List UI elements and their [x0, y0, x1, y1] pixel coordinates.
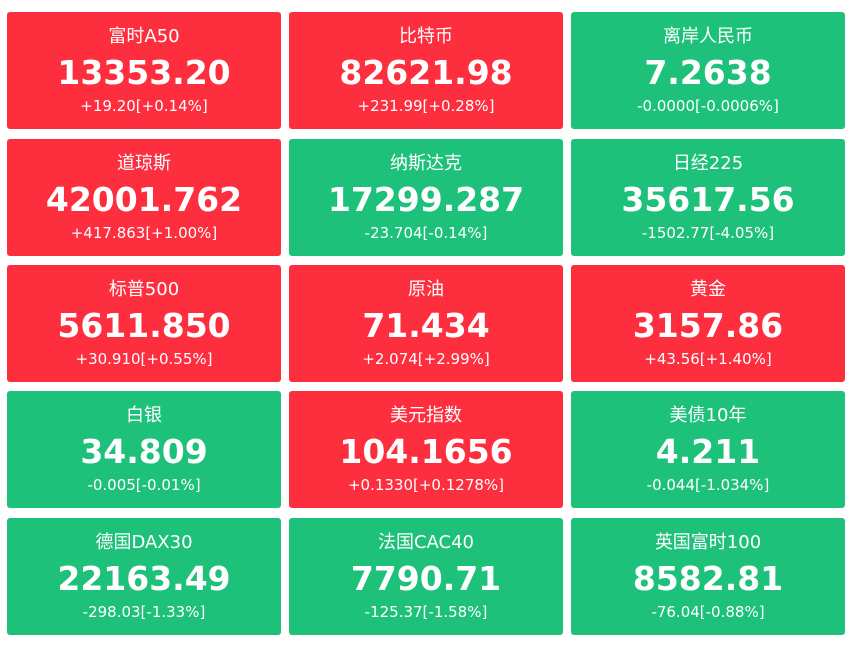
tile-name: 白银	[126, 405, 162, 426]
tile-change: -1502.77[-4.05%]	[641, 224, 775, 242]
tile-value: 104.1656	[339, 432, 513, 471]
tile-ftse-a50[interactable]: 富时A50 13353.20 +19.20[+0.14%]	[7, 12, 281, 129]
tile-name: 比特币	[399, 26, 453, 47]
tile-change: +417.863[+1.00%]	[70, 224, 218, 242]
tile-change: +2.074[+2.99%]	[362, 350, 490, 368]
tile-value: 82621.98	[339, 53, 513, 92]
tile-bitcoin[interactable]: 比特币 82621.98 +231.99[+0.28%]	[289, 12, 563, 129]
tile-us-10y-treasury[interactable]: 美债10年 4.211 -0.044[-1.034%]	[571, 391, 845, 508]
tile-name: 纳斯达克	[390, 153, 462, 174]
tile-name: 美元指数	[390, 405, 462, 426]
tile-value: 7.2638	[644, 53, 772, 92]
tile-name: 德国DAX30	[95, 532, 193, 553]
tile-change: -125.37[-1.58%]	[364, 603, 488, 621]
tile-name: 法国CAC40	[377, 532, 475, 553]
tile-dollar-index[interactable]: 美元指数 104.1656 +0.1330[+0.1278%]	[289, 391, 563, 508]
tile-change: -0.0000[-0.0006%]	[637, 97, 779, 115]
tile-value: 71.434	[362, 306, 490, 345]
tile-dax30[interactable]: 德国DAX30 22163.49 -298.03[-1.33%]	[7, 518, 281, 635]
tile-change: +0.1330[+0.1278%]	[347, 476, 505, 494]
tile-crude-oil[interactable]: 原油 71.434 +2.074[+2.99%]	[289, 265, 563, 382]
tile-gold[interactable]: 黄金 3157.86 +43.56[+1.40%]	[571, 265, 845, 382]
tile-change: +43.56[+1.40%]	[644, 350, 772, 368]
tile-value: 7790.71	[350, 559, 502, 598]
tile-change: -298.03[-1.33%]	[82, 603, 206, 621]
tile-name: 英国富时100	[654, 532, 762, 553]
tile-change: +30.910[+0.55%]	[75, 350, 213, 368]
tile-silver[interactable]: 白银 34.809 -0.005[-0.01%]	[7, 391, 281, 508]
tile-cac40[interactable]: 法国CAC40 7790.71 -125.37[-1.58%]	[289, 518, 563, 635]
tile-change: +231.99[+0.28%]	[357, 97, 495, 115]
tile-value: 3157.86	[632, 306, 784, 345]
tile-name: 美债10年	[669, 405, 747, 426]
tile-change: -0.044[-1.034%]	[646, 476, 770, 494]
tile-name: 离岸人民币	[663, 26, 753, 47]
tile-ftse100[interactable]: 英国富时100 8582.81 -76.04[-0.88%]	[571, 518, 845, 635]
tile-change: -76.04[-0.88%]	[651, 603, 765, 621]
tile-name: 原油	[408, 279, 444, 300]
tile-nasdaq[interactable]: 纳斯达克 17299.287 -23.704[-0.14%]	[289, 139, 563, 256]
tile-value: 22163.49	[57, 559, 231, 598]
tile-name: 富时A50	[108, 26, 180, 47]
tile-value: 4.211	[655, 432, 761, 471]
tile-name: 日经225	[672, 153, 744, 174]
tile-change: -0.005[-0.01%]	[87, 476, 201, 494]
tile-sp500[interactable]: 标普500 5611.850 +30.910[+0.55%]	[7, 265, 281, 382]
tile-name: 黄金	[690, 279, 726, 300]
tile-dow-jones[interactable]: 道琼斯 42001.762 +417.863[+1.00%]	[7, 139, 281, 256]
tile-name: 道琼斯	[117, 153, 171, 174]
tile-value: 5611.850	[57, 306, 231, 345]
tile-change: +19.20[+0.14%]	[80, 97, 208, 115]
tile-value: 8582.81	[632, 559, 784, 598]
tile-name: 标普500	[108, 279, 180, 300]
tile-nikkei-225[interactable]: 日经225 35617.56 -1502.77[-4.05%]	[571, 139, 845, 256]
tile-offshore-rmb[interactable]: 离岸人民币 7.2638 -0.0000[-0.0006%]	[571, 12, 845, 129]
tile-value: 35617.56	[621, 180, 795, 219]
tile-value: 34.809	[80, 432, 208, 471]
tile-value: 13353.20	[57, 53, 231, 92]
tile-value: 17299.287	[327, 180, 525, 219]
tile-value: 42001.762	[45, 180, 243, 219]
tile-change: -23.704[-0.14%]	[364, 224, 488, 242]
